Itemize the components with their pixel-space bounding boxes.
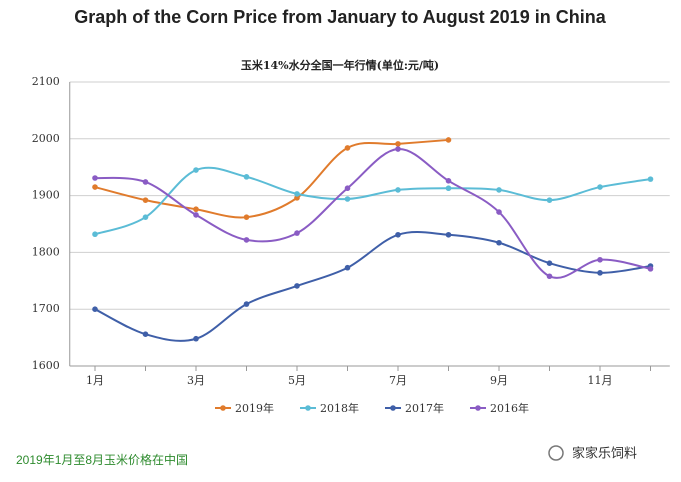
chart-title: Graph of the Corn Price from January to …: [74, 7, 606, 27]
source-icon: [548, 445, 564, 461]
data-point: [395, 146, 401, 152]
y-tick-label: 1700: [32, 302, 60, 315]
data-point: [395, 231, 401, 238]
data-point: [142, 197, 149, 203]
data-point: [496, 239, 502, 246]
data-point: [344, 264, 351, 271]
data-point: [243, 214, 250, 220]
data-point: [243, 237, 250, 243]
legend-swatch-dot: [390, 405, 396, 411]
chart-subtitle: 玉米14%水分全国一年行情(单位:元/吨): [241, 58, 439, 72]
legend-label: 2019年: [235, 401, 274, 415]
data-point: [445, 185, 452, 192]
source: 家家乐饲料: [572, 445, 637, 460]
data-point: [344, 196, 351, 202]
data-point: [142, 214, 149, 220]
x-tick-label: 5月: [288, 374, 306, 387]
data-point: [193, 167, 199, 173]
data-point: [294, 195, 300, 201]
x-tick-label: 11月: [588, 374, 613, 387]
y-tick-label: 2100: [32, 75, 60, 88]
data-point: [92, 184, 98, 190]
legend-label: 2017年: [405, 401, 444, 415]
data-point: [294, 230, 300, 236]
data-point: [243, 301, 250, 307]
series-line: [94, 138, 449, 219]
legend-label: 2016年: [490, 401, 529, 415]
legend-swatch-dot: [305, 405, 311, 411]
data-point: [546, 260, 553, 266]
y-tick-label: 1800: [32, 245, 60, 258]
x-tick-label: 7月: [389, 374, 407, 387]
x-tick-label: 1月: [86, 374, 104, 387]
series-line: [94, 166, 651, 236]
legend-swatch-dot: [220, 405, 226, 411]
data-point: [546, 273, 553, 280]
data-point: [496, 187, 502, 193]
data-point: [193, 212, 199, 218]
data-point: [597, 256, 603, 263]
data-point: [647, 266, 654, 272]
data-point: [243, 174, 250, 180]
data-point: [445, 178, 452, 184]
data-point: [647, 176, 654, 182]
data-point: [445, 231, 452, 238]
y-tick-label: 1900: [32, 189, 60, 202]
data-point: [546, 197, 553, 203]
data-point: [92, 231, 98, 238]
data-point: [395, 141, 401, 147]
data-point: [395, 187, 401, 193]
series-line: [94, 148, 651, 279]
data-point: [597, 184, 603, 190]
data-point: [142, 331, 149, 337]
caption: 2019年1月至8月玉米价格在中国: [16, 452, 188, 467]
data-point: [142, 179, 149, 185]
y-tick-label: 1600: [32, 359, 60, 372]
data-point: [92, 175, 98, 181]
data-point: [597, 270, 603, 276]
data-point: [294, 191, 300, 197]
series-line: [94, 231, 651, 342]
x-tick-label: 3月: [187, 374, 205, 387]
data-point: [496, 209, 502, 215]
data-point: [294, 283, 300, 289]
legend-label: 2018年: [320, 401, 359, 415]
legend-swatch-dot: [475, 405, 481, 411]
data-point: [344, 145, 351, 151]
data-point: [445, 137, 452, 143]
data-point: [193, 335, 199, 342]
x-tick-label: 9月: [490, 374, 508, 387]
data-point: [92, 306, 98, 313]
y-tick-label: 2000: [32, 132, 60, 145]
data-point: [193, 206, 199, 213]
data-point: [344, 185, 351, 192]
